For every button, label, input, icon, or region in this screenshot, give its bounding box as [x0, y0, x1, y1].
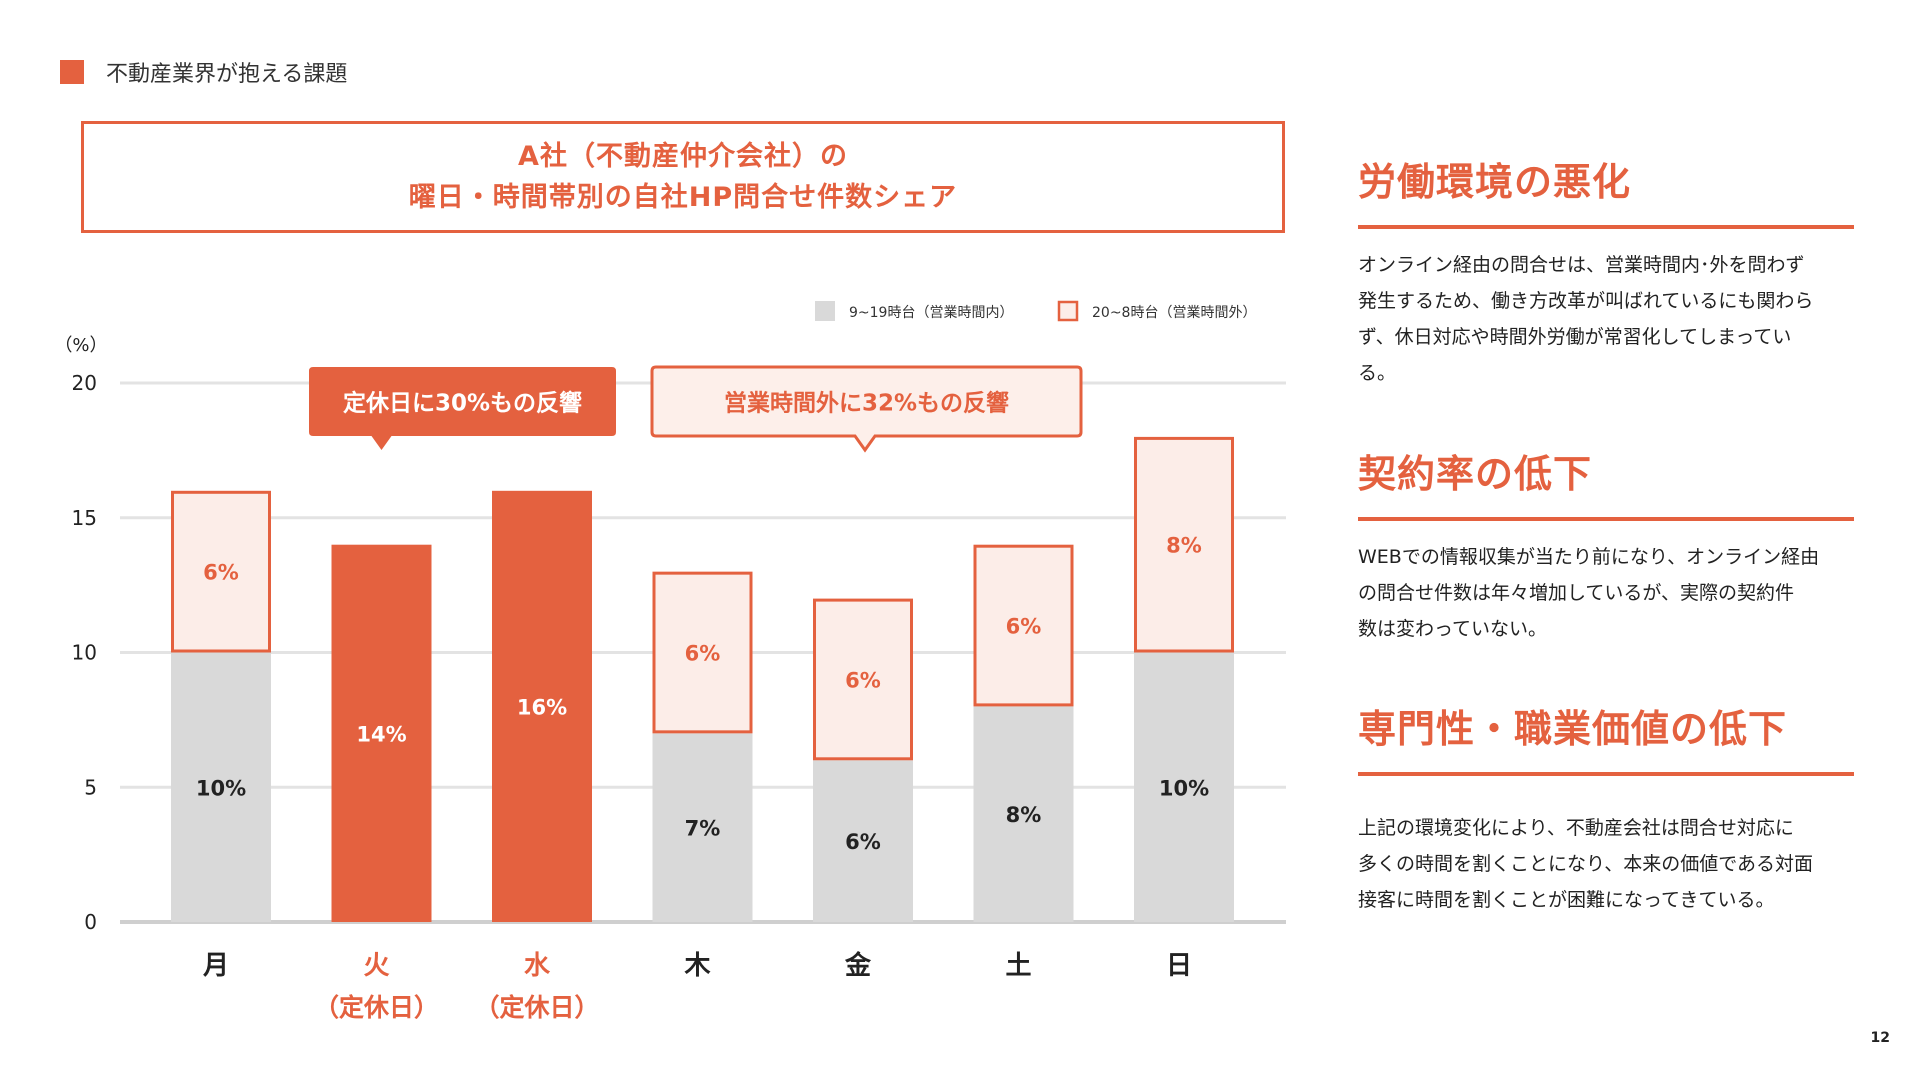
data-label-in-hours: 10%	[1159, 776, 1209, 800]
data-label-out-hours: 6%	[203, 561, 239, 585]
legend-label-in-hours: 9~19時台（営業時間内）	[849, 305, 1013, 321]
bar-segment-out-hours	[1134, 436, 1234, 653]
data-label-in-hours: 16%	[517, 695, 567, 719]
section-divider	[1358, 517, 1854, 521]
section-heading: 労働環境の悪化	[1358, 160, 1632, 204]
y-tick-label: 5	[84, 775, 97, 799]
data-label-out-hours: 8%	[1166, 534, 1202, 558]
bar-segment-out-hours	[171, 490, 271, 653]
section-working-environment: 労働環境の悪化 オンライン経由の問合せは、営業時間内･外を問わず 発生するため、…	[1358, 157, 1854, 391]
bar-segment-in-hours	[973, 706, 1074, 922]
section-body: オンライン経由の問合せは、営業時間内･外を問わず 発生するため、働き方改革が叫ば…	[1358, 247, 1854, 391]
header-marker	[60, 60, 84, 84]
chart-title-line-2: 曜日・時間帯別の自社HP問合せ件数シェア	[408, 182, 958, 213]
data-label-out-hours: 6%	[685, 642, 721, 666]
callout-text: 営業時間外に32%もの反響	[724, 390, 1009, 417]
section-divider	[1358, 772, 1854, 776]
y-tick-label: 10	[72, 641, 97, 665]
callout-text: 定休日に30%もの反響	[343, 390, 582, 417]
section-header: 不動産業界が抱える課題	[60, 58, 348, 87]
bar-segment-in-hours	[331, 544, 432, 922]
bar-segment-out-hours	[652, 571, 753, 734]
bar-segment-in-hours	[813, 760, 913, 922]
section-body-line: 数は変わっていない。	[1358, 618, 1548, 640]
section-body-line: オンライン経由の問合せは、営業時間内･外を問わず	[1358, 254, 1805, 276]
section-body: 上記の環境変化により、不動産会社は問合せ対応に 多くの時間を割くことになり、本来…	[1358, 810, 1854, 918]
bar-segment-out-hours	[813, 598, 913, 761]
data-label-out-hours: 6%	[1006, 615, 1042, 639]
section-body-line: 多くの時間を割くことになり、本来の価値である対面	[1358, 853, 1814, 875]
section-heading: 契約率の低下	[1358, 452, 1593, 496]
x-category-label: 木	[683, 951, 710, 981]
y-tick-label: 20	[72, 371, 97, 395]
x-category-label: 日	[1166, 951, 1192, 981]
chart-title-line-1: A社（不動産仲介会社）の	[518, 141, 848, 172]
x-category-label: 金	[844, 950, 872, 981]
page-number: 12	[1870, 1030, 1890, 1046]
x-category-label: 土	[1005, 951, 1031, 981]
section-contract-rate: 契約率の低下 WEBでの情報収集が当たり前になり、オンライン経由 の問合せ件数は…	[1358, 449, 1854, 647]
bar-segment-in-hours	[1134, 652, 1234, 922]
section-divider	[1358, 225, 1854, 229]
data-label-in-hours: 6%	[845, 830, 881, 854]
section-body-line: 発生するため、働き方改革が叫ばれているにも関わら	[1358, 290, 1814, 312]
x-category-label: 火	[363, 951, 389, 981]
legend-swatch-out-hours	[1057, 300, 1079, 322]
y-tick-label: 15	[72, 506, 97, 530]
legend-swatch-in-hours	[815, 301, 835, 321]
section-body-line: る。	[1358, 362, 1397, 384]
bar-segment-in-hours	[171, 652, 271, 922]
header-title: 不動産業界が抱える課題	[106, 62, 348, 87]
data-label-in-hours: 14%	[356, 722, 406, 746]
data-label-in-hours: 8%	[1006, 803, 1042, 827]
section-body-line: ず、休日対応や時間外労働が常習化してしまってい	[1358, 326, 1792, 348]
x-category-sublabel: （定休日）	[474, 993, 599, 1022]
section-body-line: WEBでの情報収集が当たり前になり、オンライン経由	[1358, 546, 1820, 568]
legend-label-out-hours: 20~8時台（営業時間外）	[1092, 305, 1256, 321]
section-professional-value: 専門性・職業価値の低下 上記の環境変化により、不動産会社は問合せ対応に 多くの時…	[1358, 704, 1854, 918]
x-category-sublabel: （定休日）	[314, 993, 439, 1022]
callout-closed-days	[309, 367, 616, 450]
section-body-line: 上記の環境変化により、不動産会社は問合せ対応に	[1358, 817, 1794, 839]
y-tick-label: 0	[84, 910, 97, 934]
section-body-line: 接客に時間を割くことが困難になってきている。	[1358, 889, 1775, 911]
bar-segment-in-hours	[652, 733, 753, 922]
section-body-line: の問合せ件数は年々増加しているが、実際の契約件	[1358, 582, 1795, 604]
y-axis-unit-label: （%）	[54, 335, 107, 356]
x-category-label: 水	[524, 951, 551, 981]
callout-after-hours	[650, 365, 1083, 453]
data-label-in-hours: 10%	[196, 776, 246, 800]
section-body: WEBでの情報収集が当たり前になり、オンライン経由 の問合せ件数は年々増加してい…	[1358, 539, 1854, 647]
bar-segment-out-hours	[973, 544, 1074, 707]
section-heading: 専門性・職業価値の低下	[1358, 707, 1788, 751]
data-label-out-hours: 6%	[845, 668, 881, 692]
data-label-in-hours: 7%	[685, 817, 721, 841]
bar-segment-in-hours	[492, 490, 592, 922]
x-category-label: 月	[202, 951, 229, 981]
chart-title-box: A社（不動産仲介会社）の 曜日・時間帯別の自社HP問合せ件数シェア	[81, 121, 1285, 233]
